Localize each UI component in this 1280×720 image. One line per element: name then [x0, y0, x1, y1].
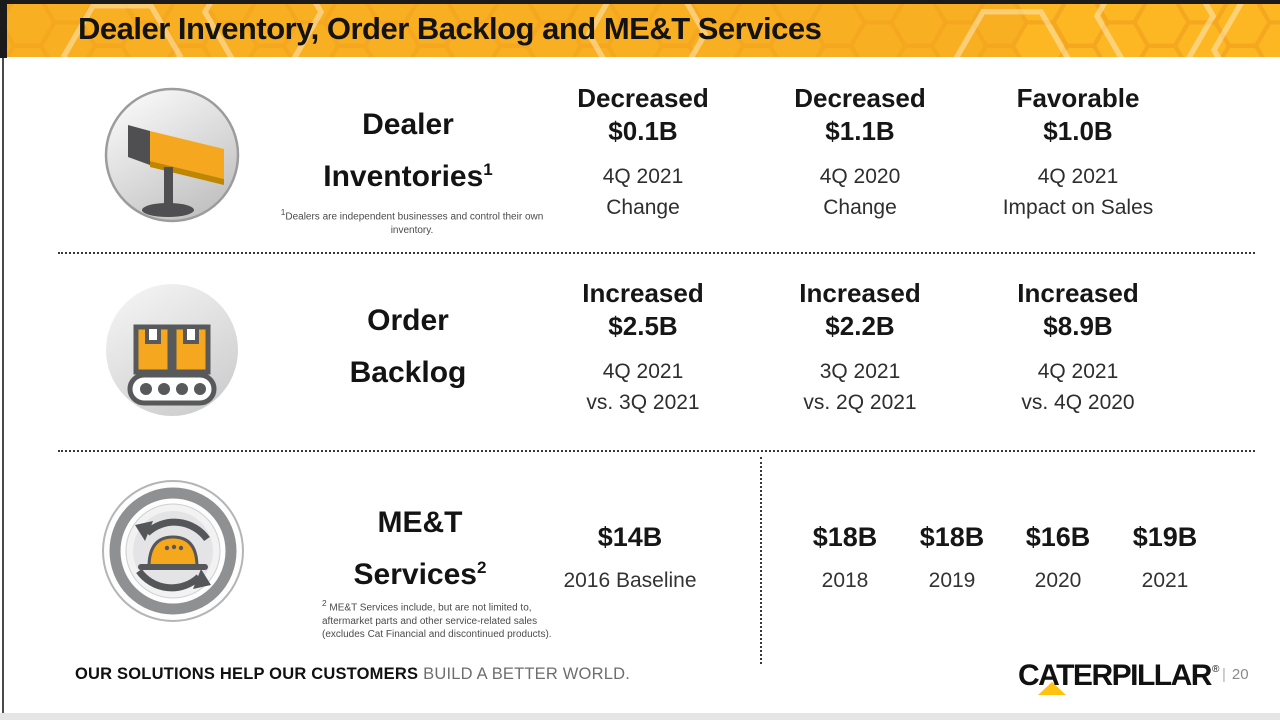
stat-amount: $2.5B: [608, 311, 678, 341]
stat-amount: $8.9B: [1043, 311, 1113, 341]
footnote-dealer-inventories: 1Dealers are independent businesses and …: [280, 207, 544, 236]
stat-dealer-impact-on-sales: Favorable $1.0B 4Q 2021 Impact on Sales: [963, 82, 1193, 223]
stat-amount: $1.0B: [1043, 116, 1113, 146]
page-number: | 20: [1222, 666, 1249, 683]
met-year-2018: $18B 2018: [812, 522, 878, 592]
top-edge-bar: [0, 0, 1280, 4]
tagline-light: BUILD A BETTER WORLD.: [423, 665, 630, 683]
dealer-sign-icon: [104, 87, 240, 223]
baseline-divider: [760, 457, 762, 664]
left-edge-line: [2, 58, 4, 720]
left-edge-bar: [0, 0, 7, 58]
stat-backlog-3q21-vs-2q21: Increased $2.2B 3Q 2021 vs. 2Q 2021: [745, 277, 975, 418]
order-backlog-icon: [106, 284, 238, 416]
footnote-met-services: 2 ME&T Services include, but are not lim…: [322, 598, 552, 641]
tagline-bold: OUR SOLUTIONS HELP OUR CUSTOMERS: [75, 665, 419, 683]
stat-action: Increased: [799, 278, 921, 308]
stat-amount: $1.1B: [825, 116, 895, 146]
row-separator: [58, 450, 1255, 452]
footer-tagline: OUR SOLUTIONS HELP OUR CUSTOMERS BUILD A …: [75, 665, 630, 684]
page-number-divider: |: [1222, 666, 1226, 683]
banner-hex-pattern: [7, 4, 1280, 57]
met-baseline: $14B 2016 Baseline: [563, 522, 697, 592]
stat-action: Decreased: [794, 83, 926, 113]
stat-action: Increased: [1017, 278, 1139, 308]
met-year-2021: $19B 2021: [1132, 522, 1198, 592]
stat-amount: $0.1B: [608, 116, 678, 146]
met-year-2020: $16B 2020: [1025, 522, 1091, 592]
registered-mark: ®: [1211, 664, 1220, 675]
caterpillar-logo-triangle: [1038, 682, 1066, 695]
met-year-2019: $18B 2019: [919, 522, 985, 592]
row-title-order-backlog: Order Backlog: [349, 304, 467, 389]
stat-action: Increased: [582, 278, 704, 308]
stat-dealer-4q2021-change: Decreased $0.1B 4Q 2021 Change: [528, 82, 758, 223]
row-title-dealer-inventories: Dealer Inventories1: [323, 108, 493, 193]
stat-action: Favorable: [1016, 83, 1140, 113]
row-title-met-services: ME&T Services2: [353, 506, 487, 591]
stat-amount: $2.2B: [825, 311, 895, 341]
bottom-edge-strip: [0, 713, 1280, 720]
stat-dealer-4q2020-change: Decreased $1.1B 4Q 2020 Change: [745, 82, 975, 223]
stat-backlog-4q21-vs-4q20: Increased $8.9B 4Q 2021 vs. 4Q 2020: [963, 277, 1193, 418]
row-separator: [58, 252, 1255, 254]
slide-title: Dealer Inventory, Order Backlog and ME&T…: [78, 11, 822, 46]
met-services-icon: [102, 480, 244, 622]
stat-backlog-4q21-vs-3q21: Increased $2.5B 4Q 2021 vs. 3Q 2021: [528, 277, 758, 418]
title-banner: Dealer Inventory, Order Backlog and ME&T…: [7, 4, 1280, 57]
stat-action: Decreased: [577, 83, 709, 113]
caterpillar-logo: CATERPILLAR®: [1018, 659, 1220, 695]
caterpillar-logo-text: CATERPILLAR: [1018, 659, 1212, 692]
